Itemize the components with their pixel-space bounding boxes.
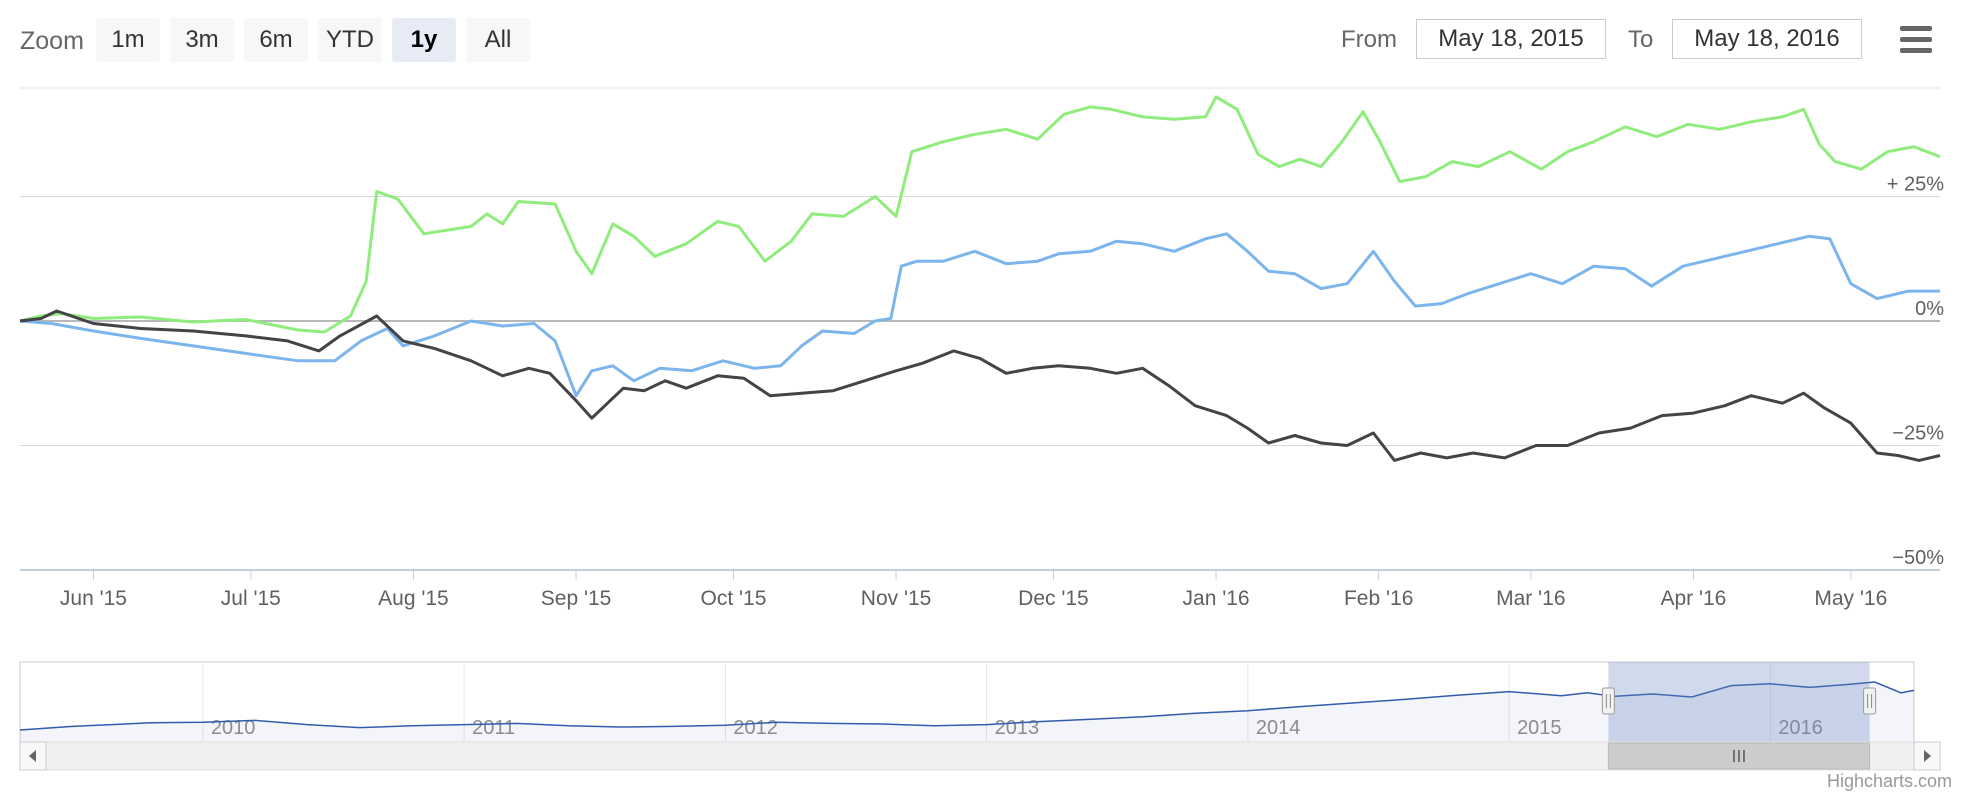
navigator-tick-label: 2016 <box>1778 717 1823 739</box>
x-tick-label: Sep '15 <box>541 587 612 610</box>
zoom-3m-button[interactable]: 3m <box>170 18 234 62</box>
series-line-1 <box>19 232 1940 398</box>
x-tick-label: Oct '15 <box>701 587 767 610</box>
main-chart: + 25% 0% −25% −50% Jun '15 Jul '15 Aug '15 Sep … <box>19 87 1944 610</box>
scroll-right-arrow-icon <box>1924 750 1931 762</box>
y-tick-label: −50% <box>1892 547 1944 569</box>
series-line-0 <box>19 95 1941 334</box>
to-date-input[interactable] <box>1672 19 1862 59</box>
x-tick-label: Dec '15 <box>1018 587 1089 610</box>
zoom-all-button[interactable]: All <box>466 18 530 62</box>
x-tick-label: Aug '15 <box>378 587 449 610</box>
x-tick-label: Apr '16 <box>1660 587 1726 610</box>
x-tick-label: Jul '15 <box>221 587 281 610</box>
from-label: From <box>1341 26 1397 53</box>
navigator-area <box>20 682 1914 742</box>
x-tick-label: Nov '15 <box>861 587 932 610</box>
scrollbar-left-button <box>19 741 47 771</box>
x-tick-label: Feb '16 <box>1344 587 1413 610</box>
zoom-ytd-button[interactable]: YTD <box>318 18 382 62</box>
hamburger-menu-icon[interactable] <box>1898 24 1934 56</box>
navigator-series-line <box>19 681 1915 731</box>
scrollbar-track <box>19 741 1941 771</box>
navigator-selection <box>1608 662 1870 742</box>
y-tick-label: + 25% <box>1887 174 1944 196</box>
navigator-left-handle <box>1601 687 1615 715</box>
navigator-tick-label: 2015 <box>1517 717 1562 739</box>
navigator-frame <box>19 661 1915 743</box>
scrollbar-thumb <box>1607 742 1871 770</box>
x-tick-label: Jan '16 <box>1183 587 1250 610</box>
navigator-tick-label: 2012 <box>733 717 778 739</box>
navigator-tick-label: 2011 <box>472 717 515 739</box>
from-date-input[interactable] <box>1416 19 1606 59</box>
scroll-left-arrow-icon <box>29 750 36 762</box>
x-tick-label: Jun '15 <box>60 587 127 610</box>
scrollbar-right-button <box>1913 741 1941 771</box>
zoom-6m-button[interactable]: 6m <box>244 18 308 62</box>
zoom-label: Zoom <box>20 27 84 55</box>
zoom-1y-button[interactable]: 1y <box>392 18 456 62</box>
x-tick-label: May '16 <box>1814 587 1887 610</box>
navigator-tick-label: 2010 <box>211 717 256 739</box>
navigator-tick-label: 2014 <box>1256 717 1301 739</box>
credits-link[interactable]: Highcharts.com <box>1826 771 1952 791</box>
to-label: To <box>1628 26 1654 53</box>
series-line-2 <box>19 309 1941 462</box>
zoom-1m-button[interactable]: 1m <box>96 18 160 62</box>
x-tick-label: Mar '16 <box>1496 587 1565 610</box>
navigator-right-handle <box>1863 687 1877 715</box>
toolbar: Zoom 1m 3m 6m YTD 1y All From To <box>0 0 1964 80</box>
y-tick-label: −25% <box>1892 423 1944 445</box>
y-tick-label: 0% <box>1915 298 1944 320</box>
navigator-tick-label: 2013 <box>995 717 1039 739</box>
